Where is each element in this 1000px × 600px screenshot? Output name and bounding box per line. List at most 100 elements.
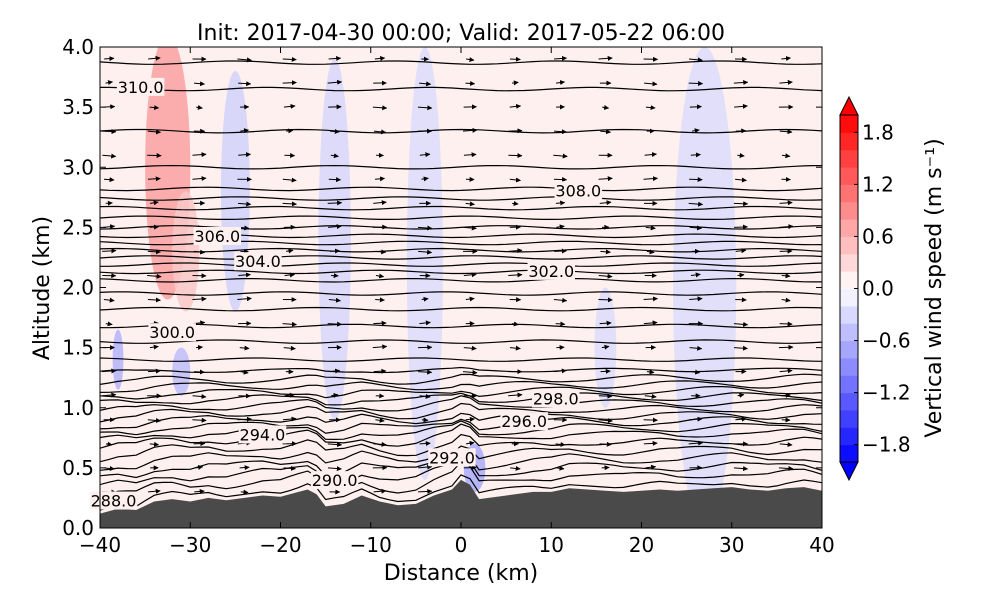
contour-label-bg xyxy=(310,471,359,490)
wind-vector xyxy=(328,56,342,61)
x-tick-label: 20 xyxy=(629,533,654,557)
wind-vector xyxy=(689,104,702,110)
wind-vector xyxy=(735,177,747,183)
wind-vector xyxy=(508,392,523,398)
wind-vector xyxy=(193,81,206,87)
wind-vector xyxy=(554,55,568,61)
wind-vector xyxy=(465,80,476,86)
contour-line xyxy=(100,402,822,423)
colorbar-tick-label: −1.2 xyxy=(862,381,911,405)
wind-vector xyxy=(643,176,658,182)
wind-vector xyxy=(148,55,161,61)
contour-label: 304.0 xyxy=(235,252,281,271)
wind-vector xyxy=(329,368,341,374)
colorbar-segment xyxy=(840,392,858,411)
wind-vector xyxy=(779,129,793,135)
wind-vector xyxy=(192,152,207,158)
wind-vector xyxy=(105,441,113,447)
wind-vector xyxy=(330,153,339,159)
wind-vector xyxy=(462,127,478,133)
contour-label: 306.0 xyxy=(194,227,240,246)
wind-vector xyxy=(148,488,161,494)
wind-vector xyxy=(733,80,749,86)
wind-vector xyxy=(779,200,793,206)
wind-vector xyxy=(196,104,203,110)
wind-vector xyxy=(238,152,252,158)
shading-patch xyxy=(318,59,351,420)
wind-vector xyxy=(733,466,749,472)
contour-label-bg xyxy=(500,412,548,431)
wind-vector xyxy=(237,416,252,422)
wind-vector xyxy=(734,224,748,230)
shading-patch xyxy=(594,287,617,408)
wind-vector xyxy=(285,248,294,254)
wind-vector xyxy=(602,104,610,110)
x-tick-label: −30 xyxy=(169,533,211,557)
contour-label-bg xyxy=(428,448,476,467)
contour-label-bg xyxy=(89,491,138,510)
contour-label-bg xyxy=(238,425,287,444)
wind-vector xyxy=(553,297,568,303)
wind-vector xyxy=(102,368,117,374)
wind-vector xyxy=(237,296,252,302)
wind-vector xyxy=(327,466,342,472)
x-tick-label: −10 xyxy=(350,533,392,557)
colorbar-segment xyxy=(840,271,858,289)
wind-vector xyxy=(328,224,342,230)
wind-vector xyxy=(553,153,568,159)
wind-vector xyxy=(465,201,475,207)
y-tick-label: 0.0 xyxy=(62,516,94,540)
wind-vector xyxy=(644,393,657,399)
x-tick-label: 0 xyxy=(455,533,468,557)
wind-vector xyxy=(373,200,387,206)
contour-line xyxy=(100,366,822,374)
contour-label: 288.0 xyxy=(91,492,137,511)
contour-label: 290.0 xyxy=(312,471,358,490)
contour-line xyxy=(100,215,822,220)
colorbar-segment xyxy=(840,115,858,133)
contour-line xyxy=(100,423,822,449)
wind-vector xyxy=(418,464,433,470)
wind-vector xyxy=(778,224,794,230)
wind-vector xyxy=(601,344,610,350)
wind-vector xyxy=(689,296,703,302)
wind-vector xyxy=(556,465,565,471)
colorbar-tick-label: 0.0 xyxy=(862,277,894,301)
wind-vector xyxy=(599,441,612,447)
wind-vector xyxy=(194,369,205,375)
wind-vector xyxy=(509,103,522,109)
wind-vector xyxy=(734,103,748,109)
contour-line xyxy=(100,420,822,441)
wind-vector xyxy=(508,272,523,278)
wind-vector xyxy=(555,200,566,206)
wind-vector xyxy=(781,392,791,398)
wind-vector xyxy=(192,417,207,423)
wind-vector xyxy=(644,81,658,87)
wind-vector xyxy=(689,416,703,422)
wind-vector xyxy=(511,80,519,86)
wind-vector xyxy=(102,153,117,159)
wind-vector xyxy=(421,417,429,423)
wind-vector xyxy=(554,129,567,135)
wind-vector xyxy=(238,272,251,278)
wind-vector xyxy=(779,321,793,327)
plot-area: 288.0 290.0 292.0 294.0 296.0 298.0 300.0 302.0… xyxy=(89,46,823,529)
wind-vector xyxy=(508,128,523,134)
x-tick-label: 30 xyxy=(719,533,744,557)
wind-vector xyxy=(600,368,611,374)
wind-vector xyxy=(149,344,159,350)
contour-line xyxy=(100,269,822,275)
wind-vector xyxy=(463,272,477,278)
wind-vector xyxy=(512,201,519,206)
wind-vector xyxy=(689,225,703,231)
contour-line xyxy=(100,339,822,344)
wind-vector xyxy=(374,176,386,182)
colorbar-segment xyxy=(840,167,858,185)
wind-vector xyxy=(781,56,791,61)
wind-vector xyxy=(149,224,159,230)
wind-vector xyxy=(417,105,433,111)
wind-vector xyxy=(554,368,567,374)
contour-line xyxy=(100,128,822,134)
shading-patch xyxy=(112,329,124,390)
wind-vector xyxy=(373,368,387,374)
